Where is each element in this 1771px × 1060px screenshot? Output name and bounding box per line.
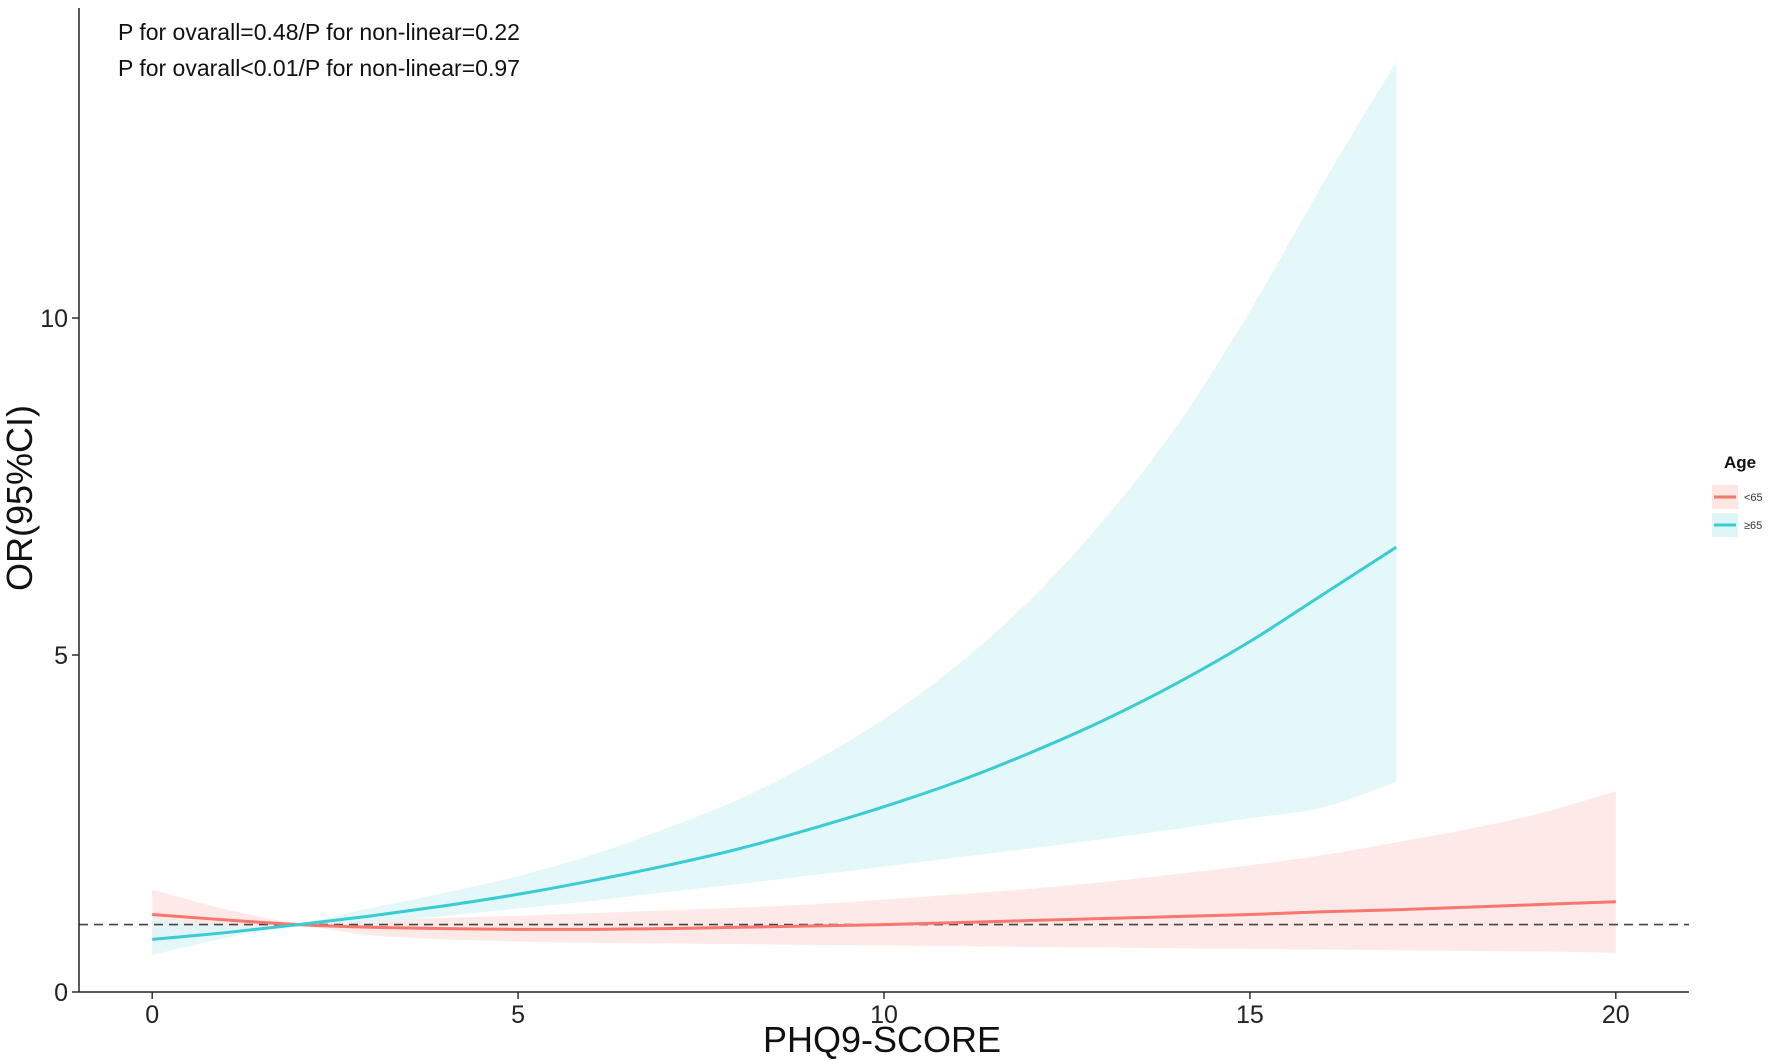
legend-title: Age: [1724, 453, 1756, 472]
y-tick-label-0: 0: [54, 979, 68, 1007]
ci-band-series-1: [152, 61, 1397, 955]
x-axis-title: PHQ9-SCORE: [763, 1019, 1001, 1060]
x-tick-label-2: 10: [870, 1001, 898, 1029]
series-line-1: [152, 545, 1398, 941]
x-tick-label-3: 15: [1236, 1001, 1264, 1029]
y-axis-title: OR(95%CI): [0, 405, 40, 591]
legend-label-1: ≥65: [1744, 520, 1762, 532]
series-lines: [152, 545, 1616, 941]
annotation-line-2: P for ovarall<0.01/P for non-linear=0.97: [118, 55, 520, 81]
y-tick-label-1: 5: [54, 642, 68, 670]
x-tick-label-0: 0: [145, 1001, 159, 1029]
confidence-bands: [152, 61, 1616, 955]
annotation-line-1: P for ovarall=0.48/P for non-linear=0.22: [118, 19, 520, 45]
series-line-0: [152, 900, 1616, 931]
x-tick-label-1: 5: [511, 1001, 525, 1029]
legend-label-0: <65: [1744, 492, 1763, 504]
x-tick-label-4: 20: [1602, 1001, 1630, 1029]
y-tick-label-2: 10: [40, 305, 68, 333]
ci-band-series-0: [152, 791, 1616, 953]
legend: Age <65 ≥65: [1712, 453, 1763, 537]
axes: 0 5 10 15 20 0 5 10: [40, 8, 1689, 1029]
annotations: P for ovarall=0.48/P for non-linear=0.22…: [118, 19, 520, 81]
